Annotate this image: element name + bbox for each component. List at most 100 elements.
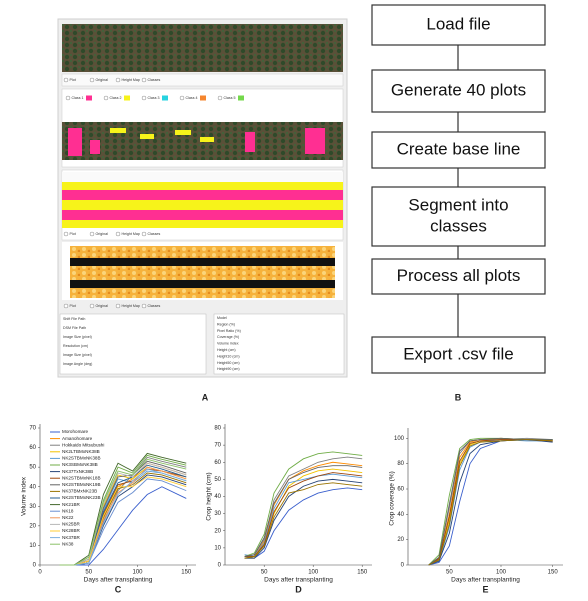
radio-button <box>115 303 121 309</box>
view-options: Plot Original Height Map Classes <box>63 77 160 83</box>
y-axis-title: Crop height (cm) <box>206 472 213 520</box>
step-label: Process all plots <box>397 266 521 285</box>
legend-label: NK2STBMxNK19B <box>62 482 101 487</box>
y-tick-label: 50 <box>29 465 36 471</box>
class-swatch <box>162 95 168 101</box>
radio-button <box>115 77 121 83</box>
series-line <box>59 468 187 566</box>
series-line <box>428 439 553 566</box>
series-line <box>59 452 187 566</box>
x-axis-title: Days after transplanting <box>84 577 153 584</box>
option-label: Classes <box>148 304 161 308</box>
series-line <box>428 437 553 566</box>
series-line <box>428 437 553 566</box>
legend-label: NK37BR <box>62 535 81 540</box>
legend-label: NK2STBMxNK18B <box>62 475 101 480</box>
option-label: Plot <box>70 232 76 236</box>
radio-button <box>141 77 147 83</box>
series-line <box>244 465 363 557</box>
class-marks <box>68 128 325 156</box>
x-tick-label: 100 <box>496 570 507 576</box>
info-label: Model <box>217 316 227 320</box>
legend-label: Morohomare <box>62 429 88 434</box>
step-label: Generate 40 plots <box>391 80 526 99</box>
x-tick-label: 100 <box>132 570 143 576</box>
info-label: Height50 (cm) <box>217 361 240 365</box>
y-tick-label: 40 <box>29 484 36 490</box>
step-box <box>371 186 546 247</box>
x-tick-label: 100 <box>308 570 319 576</box>
y-tick-label: 70 <box>214 443 221 449</box>
legend-label: NK37TxNK38B <box>62 469 93 474</box>
option-label: Height Map <box>122 232 140 236</box>
x-tick-label: 50 <box>261 570 268 576</box>
legend-label: NK3SBMxNK38B <box>62 462 98 467</box>
info-label: Coverage (%) <box>217 335 239 339</box>
segment-header <box>62 172 343 182</box>
class-label: Class 4 <box>186 96 198 100</box>
class-label: Class 2 <box>110 96 122 100</box>
radio-button <box>89 303 95 309</box>
y-tick-label: 80 <box>214 426 221 432</box>
panel-label: A <box>202 392 209 402</box>
segment-row <box>62 190 343 200</box>
radio-button <box>141 303 147 309</box>
radio-button <box>141 231 147 237</box>
info-label: DSM File Path <box>63 326 86 330</box>
view-options: Plot Original Height Map Classes <box>63 303 161 309</box>
info-right <box>213 313 345 375</box>
y-tick-label: 80 <box>397 461 404 467</box>
segment-row <box>62 210 343 220</box>
series-line <box>59 486 187 566</box>
y-tick-label: 60 <box>397 487 404 493</box>
class-swatch <box>86 95 92 101</box>
step-box <box>371 69 546 113</box>
option-label: Original <box>96 78 109 82</box>
y-tick-label: 20 <box>214 528 221 534</box>
legend-label: NK21BR <box>62 502 81 507</box>
field-image <box>62 24 343 72</box>
series-line <box>428 439 553 566</box>
x-tick-label: 150 <box>357 570 368 576</box>
class-blob <box>110 128 126 133</box>
step-box <box>371 258 546 295</box>
y-axis-title: Volume index <box>21 476 28 516</box>
radio-button <box>89 231 95 237</box>
step-label: Export .csv file <box>403 344 514 363</box>
radio-button <box>63 303 69 309</box>
radio-button <box>115 231 121 237</box>
step-label: classes <box>430 216 487 235</box>
class-swatch <box>238 95 244 101</box>
flowchart: Load file Generate 40 plots Create base li… <box>371 4 546 374</box>
legend-label: NK38 <box>62 541 74 546</box>
radio-button <box>63 231 69 237</box>
y-tick-label: 100 <box>394 436 405 442</box>
class-row: Class 1 Class 2 Class 3 Class 4 Class 5 <box>65 95 244 101</box>
legend-label: NK22 <box>62 515 74 520</box>
option-label: Height Map <box>122 304 140 308</box>
series-line <box>244 473 363 557</box>
height-row <box>70 280 335 288</box>
radio-button <box>89 77 95 83</box>
info-label: Height10 (cm) <box>217 354 240 358</box>
series-line <box>428 439 553 566</box>
class-label: Class 3 <box>148 96 160 100</box>
radio-button <box>141 95 147 101</box>
x-tick-label: 150 <box>548 570 559 576</box>
y-tick-label: 0 <box>218 563 222 569</box>
series-line <box>428 439 553 566</box>
x-tick-label: 50 <box>446 570 453 576</box>
legend-label: NK18 <box>62 508 74 513</box>
info-label: Pixel Ratio (%) <box>217 329 241 333</box>
legend-label: NK2STBMxNK38B <box>62 456 101 461</box>
option-label: Original <box>96 232 109 236</box>
info-left-text: Shift File Path DSM File Path Image Size (… <box>63 317 92 366</box>
y-tick-label: 50 <box>214 477 221 483</box>
y-tick-label: 30 <box>214 511 221 517</box>
series-line <box>244 487 363 559</box>
y-tick-label: 70 <box>29 426 36 432</box>
option-label: Plot <box>70 304 76 308</box>
y-axis-title: Crop coverage (%) <box>389 471 396 526</box>
option-label: Height Map <box>122 78 140 82</box>
y-tick-label: 0 <box>33 563 37 569</box>
